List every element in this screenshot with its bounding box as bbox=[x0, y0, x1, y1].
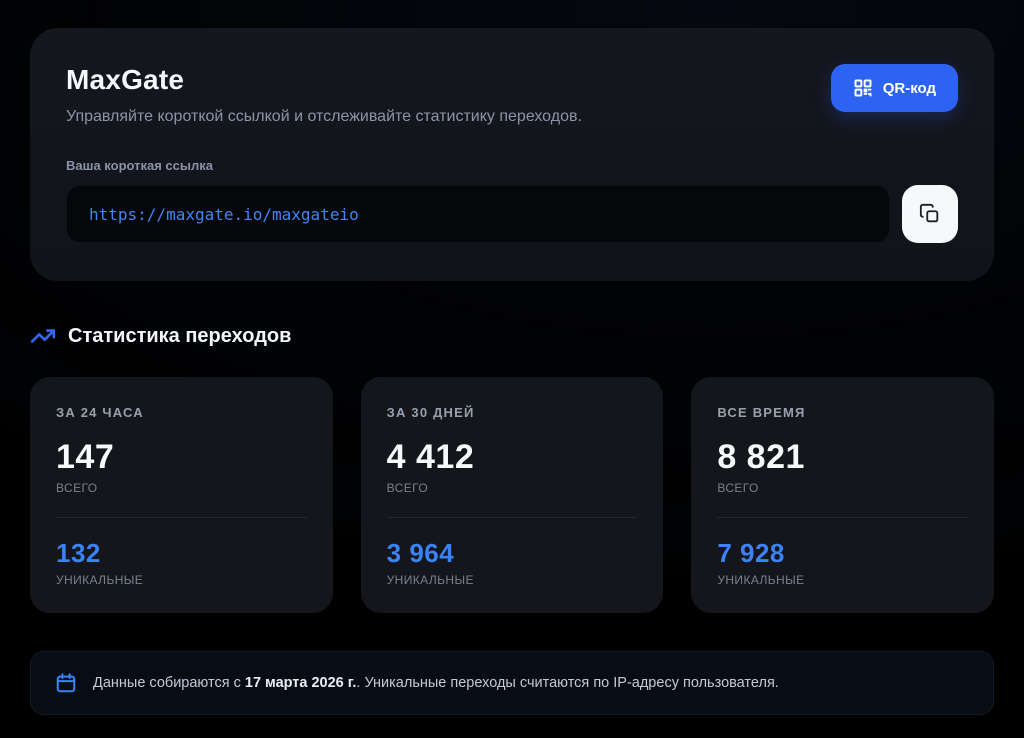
stat-divider bbox=[717, 517, 968, 518]
page: MaxGate Управляйте короткой ссылкой и от… bbox=[30, 28, 994, 715]
stat-total-caption: ВСЕГО bbox=[386, 481, 429, 495]
qr-code-button[interactable]: QR-код bbox=[830, 64, 958, 112]
stat-total-caption: ВСЕГО bbox=[717, 481, 759, 495]
short-link-label: Ваша короткая ссылка bbox=[66, 158, 213, 173]
stat-unique-caption: УНИКАЛЬНЫЕ bbox=[56, 573, 144, 587]
stat-total-value: 8 821 bbox=[717, 438, 805, 476]
hero-text: MaxGate Управляйте короткой ссылкой и от… bbox=[66, 64, 582, 126]
stats-grid: ЗА 24 ЧАСА 147 ВСЕГО 132 УНИКАЛЬНЫЕ ЗА 3… bbox=[30, 377, 994, 613]
note-text: Данные собираются с 17 марта 2026 г.. Ун… bbox=[93, 675, 779, 691]
qr-code-icon bbox=[853, 78, 873, 98]
copy-icon bbox=[919, 203, 941, 225]
stat-unique-caption: УНИКАЛЬНЫЕ bbox=[386, 573, 474, 587]
stat-card-24h: ЗА 24 ЧАСА 147 ВСЕГО 132 УНИКАЛЬНЫЕ bbox=[30, 377, 333, 613]
stat-total-caption: ВСЕГО bbox=[56, 481, 98, 495]
stat-unique-caption: УНИКАЛЬНЫЕ bbox=[717, 573, 805, 587]
stat-divider bbox=[386, 517, 638, 518]
stat-unique-value: 3 964 bbox=[386, 538, 455, 568]
stat-card-30d: ЗА 30 ДНЕЙ 4 412 ВСЕГО 3 964 УНИКАЛЬНЫЕ bbox=[360, 377, 664, 613]
stat-unique-value: 132 bbox=[56, 538, 101, 568]
copy-link-button[interactable] bbox=[902, 185, 958, 243]
stats-heading: Статистика переходов bbox=[68, 324, 292, 347]
stat-period-label: ЗА 24 ЧАСА bbox=[56, 405, 144, 420]
note-prefix: Данные собираются с bbox=[93, 675, 245, 691]
note-date: 17 марта 2026 г. bbox=[244, 675, 357, 691]
stat-total-value: 4 412 bbox=[386, 438, 475, 476]
stat-total-value: 147 bbox=[56, 438, 115, 476]
stat-unique-value: 7 928 bbox=[717, 538, 785, 568]
app-subtitle: Управляйте короткой ссылкой и отслеживай… bbox=[66, 108, 582, 125]
stat-card-alltime: ВСЕ ВРЕМЯ 8 821 ВСЕГО 7 928 УНИКАЛЬНЫЕ bbox=[691, 377, 994, 613]
calendar-icon bbox=[55, 672, 77, 694]
qr-button-label: QR-код bbox=[882, 79, 936, 97]
link-manager-card: MaxGate Управляйте короткой ссылкой и от… bbox=[30, 28, 994, 281]
short-link-input[interactable] bbox=[66, 185, 890, 243]
trending-up-icon bbox=[30, 323, 56, 349]
stat-period-label: ВСЕ ВРЕМЯ bbox=[717, 405, 806, 420]
stats-section-header: Статистика переходов bbox=[30, 323, 994, 349]
data-collection-note: Данные собираются с 17 марта 2026 г.. Ун… bbox=[30, 651, 994, 715]
note-suffix: . Уникальные переходы считаются по IP-ад… bbox=[356, 675, 779, 691]
app-title: MaxGate bbox=[66, 64, 185, 95]
stat-divider bbox=[56, 517, 307, 518]
stat-period-label: ЗА 30 ДНЕЙ bbox=[386, 405, 475, 420]
